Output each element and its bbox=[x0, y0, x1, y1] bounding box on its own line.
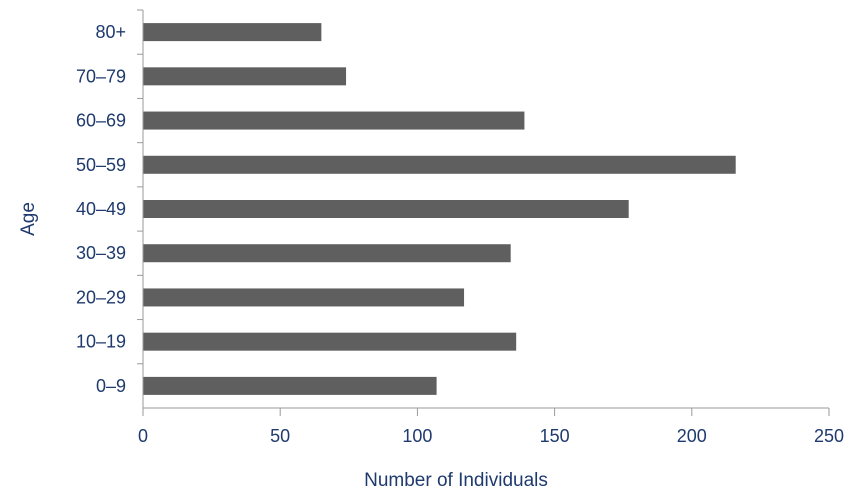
bar-3 bbox=[143, 244, 511, 263]
bar-1 bbox=[143, 332, 517, 351]
bar-6 bbox=[143, 111, 525, 130]
y-tick-label: 0–9 bbox=[96, 376, 126, 396]
bar-2 bbox=[143, 288, 465, 307]
y-axis-title: Age bbox=[18, 202, 39, 236]
x-tick-marks: 0 50 100 150 200 250 bbox=[138, 408, 844, 446]
y-tick-label: 10–19 bbox=[76, 332, 126, 352]
bar-7 bbox=[143, 67, 347, 86]
x-tick-label: 150 bbox=[540, 426, 570, 446]
bar-5 bbox=[143, 155, 736, 174]
x-tick-label: 250 bbox=[814, 426, 844, 446]
bar-4 bbox=[143, 200, 629, 218]
y-tick-label: 80+ bbox=[95, 22, 126, 42]
y-tick-label: 30–39 bbox=[76, 243, 126, 263]
y-tick-label: 50–59 bbox=[76, 155, 126, 175]
x-tick-label: 0 bbox=[138, 426, 148, 446]
bars-group bbox=[143, 23, 736, 395]
x-tick-label: 100 bbox=[402, 426, 432, 446]
x-tick-label: 200 bbox=[677, 426, 707, 446]
x-axis-title: Number of Individuals bbox=[364, 470, 548, 491]
bar-0 bbox=[143, 376, 437, 395]
y-tick-label: 60–69 bbox=[76, 111, 126, 131]
x-tick-label: 50 bbox=[270, 426, 290, 446]
y-tick-labels: 0–9 10–19 20–29 30–39 40–49 50–59 60–69 70–79 80… bbox=[76, 9, 143, 396]
y-tick-label: 40–49 bbox=[76, 199, 126, 219]
bar-8 bbox=[143, 23, 322, 42]
y-tick-label: 70–79 bbox=[76, 66, 126, 86]
y-tick-label: 20–29 bbox=[76, 287, 126, 307]
